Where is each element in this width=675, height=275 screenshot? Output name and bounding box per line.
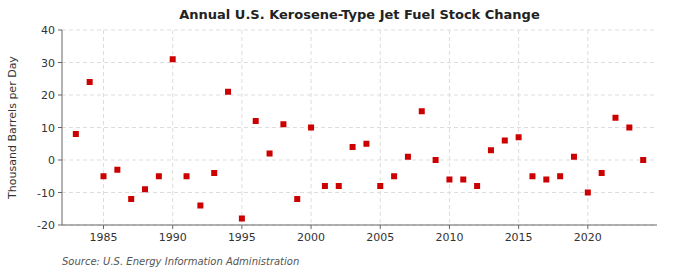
source-note: Source: U.S. Energy Information Administ… [62,256,299,267]
x-tick-label: 2015 [505,231,533,244]
x-tick [587,225,588,229]
x-tick [518,225,519,229]
axes: 1985 1990 1995 2000 2005 2010 2015 2020 -20 -10 0 1… [37,24,657,244]
point [529,173,535,179]
point [350,144,356,150]
point [391,173,397,179]
point [599,170,605,176]
y-tick-label: 40 [41,24,55,37]
point [433,157,439,163]
y-tick-label: -10 [37,187,55,200]
y-tick-label: -20 [37,219,55,232]
point [612,115,618,121]
point [114,167,120,173]
point [488,147,494,153]
y-tick [58,225,62,226]
point [516,134,522,140]
y-grid-line [62,160,657,161]
point [571,154,577,160]
point [502,138,508,144]
point [308,125,314,131]
point [87,79,93,85]
point [128,196,134,202]
point [405,154,411,160]
point [267,151,273,157]
y-grid-line [62,30,657,31]
points [73,56,646,221]
point [377,183,383,189]
point [184,173,190,179]
y-grid-line [62,95,657,96]
point [585,190,591,196]
x-grid-line [449,30,450,225]
y-tick-label: 20 [41,89,55,102]
x-grid-line [103,30,104,225]
point [336,183,342,189]
point [363,141,369,147]
y-grid-line [62,127,657,128]
y-tick [58,95,62,96]
point [239,216,245,222]
x-tick [449,225,450,229]
chart-container: 1985 1990 1995 2000 2005 2010 2015 2020 -20 -10 0 1… [0,0,675,275]
point [73,131,79,137]
x-tick [241,225,242,229]
x-axis-line [62,225,657,226]
point [211,170,217,176]
x-tick-label: 2020 [574,231,602,244]
point [294,196,300,202]
point [419,108,425,114]
x-tick [103,225,104,229]
point [142,186,148,192]
y-tick [58,192,62,193]
x-grid-line [587,30,588,225]
x-grid-line [380,30,381,225]
point [460,177,466,183]
x-tick-label: 1990 [159,231,187,244]
x-tick-label: 2005 [366,231,394,244]
point [626,125,632,131]
title: Annual U.S. Kerosene-Type Jet Fuel Stock… [179,7,540,22]
point [280,121,286,127]
y-tick-label: 30 [41,57,55,70]
y-grid-line [62,62,657,63]
x-tick-label: 1985 [90,231,118,244]
point [101,173,107,179]
y-tick [58,160,62,161]
point [225,89,231,95]
x-tick-label: 1995 [228,231,256,244]
y-tick [58,62,62,63]
y-tick [58,127,62,128]
y-grid-line [62,225,657,226]
x-tick-label: 2010 [435,231,463,244]
y-axis-label: Thousand Barrels per Day [6,56,19,200]
point [322,183,328,189]
point [197,203,203,209]
x-tick [172,225,173,229]
y-grid-line [62,192,657,193]
x-grid-line [518,30,519,225]
point [446,177,452,183]
grid [62,30,657,225]
x-tick [311,225,312,229]
point [640,157,646,163]
y-tick [58,30,62,31]
y-tick-label: 10 [41,122,55,135]
x-tick [380,225,381,229]
x-tick-label: 2000 [297,231,325,244]
y-tick-label: 0 [48,154,55,167]
point [253,118,259,124]
point [156,173,162,179]
point [543,177,549,183]
x-grid-line [241,30,242,225]
point [474,183,480,189]
chart-svg: 1985 1990 1995 2000 2005 2010 2015 2020 -20 -10 0 1… [0,0,675,275]
point [170,56,176,62]
point [557,173,563,179]
